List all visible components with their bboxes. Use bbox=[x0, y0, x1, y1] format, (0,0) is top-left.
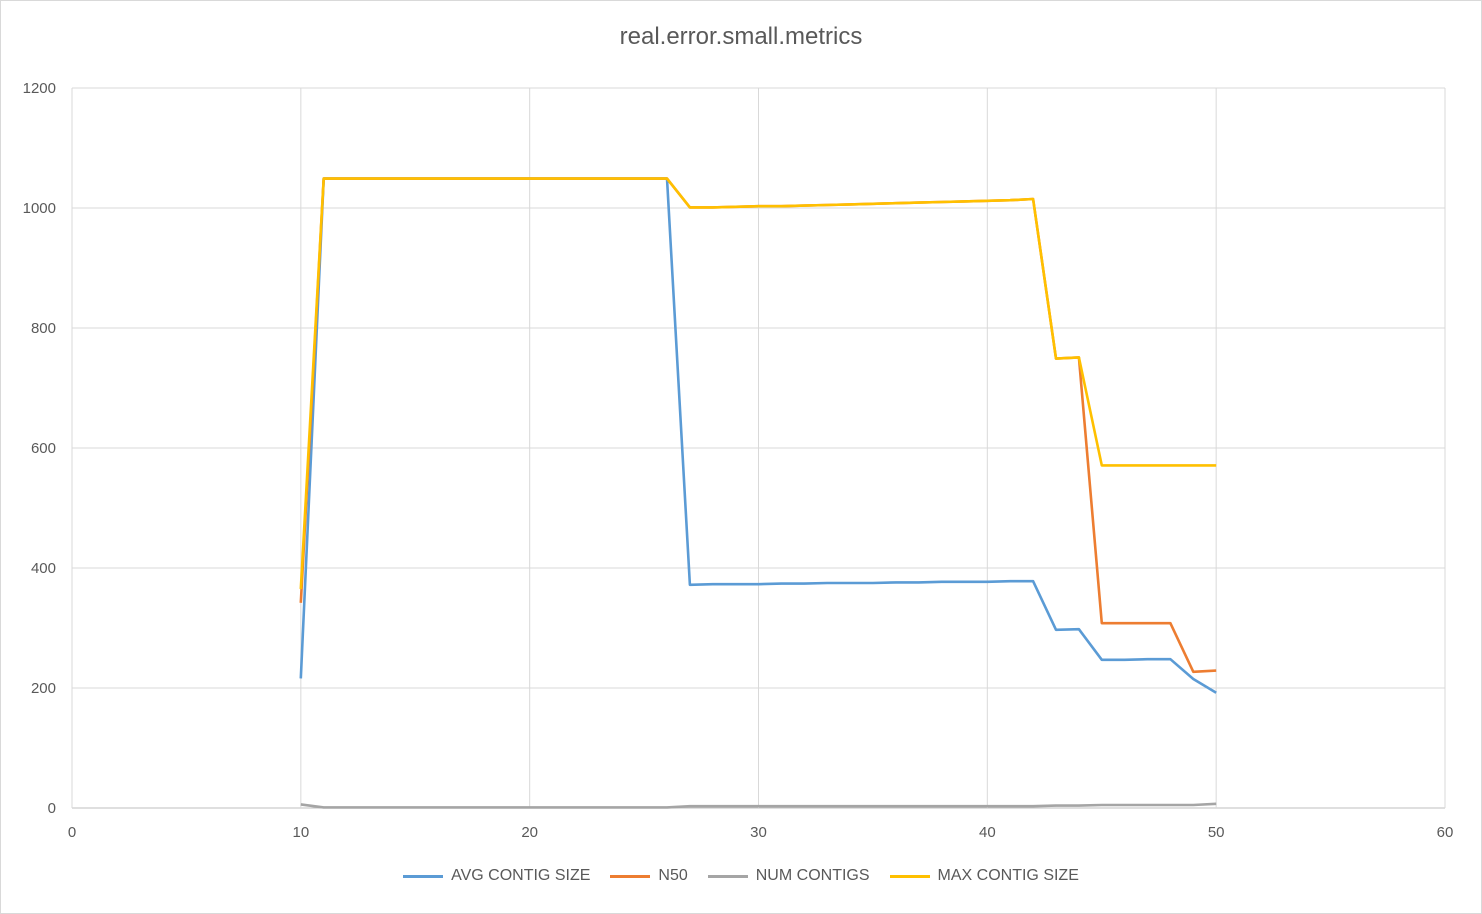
series-line-max-contig-size bbox=[299, 177, 1217, 590]
y-tick-label: 600 bbox=[31, 440, 56, 457]
gridlines bbox=[71, 87, 1446, 809]
x-tick-label: 30 bbox=[750, 824, 767, 841]
legend-swatch bbox=[403, 874, 444, 878]
x-tick-label: 0 bbox=[68, 824, 76, 841]
legend-item: AVG CONTIG SIZE bbox=[403, 867, 590, 885]
series-lines bbox=[299, 177, 1217, 809]
y-tick-label: 400 bbox=[31, 560, 56, 577]
y-tick-label: 1200 bbox=[23, 80, 56, 97]
series-line-num-contigs bbox=[300, 802, 1217, 809]
legend-item: MAX CONTIG SIZE bbox=[889, 867, 1079, 885]
y-tick-label: 0 bbox=[48, 800, 56, 817]
x-tick-label: 60 bbox=[1437, 824, 1454, 841]
legend-swatch bbox=[610, 874, 651, 878]
chart-title: real.error.small.metrics bbox=[619, 23, 863, 50]
legend-label: MAX CONTIG SIZE bbox=[937, 867, 1079, 884]
x-tick-label: 40 bbox=[979, 824, 996, 841]
legend-swatch bbox=[889, 874, 930, 878]
x-tick-label: 50 bbox=[1208, 824, 1225, 841]
legend-swatch bbox=[707, 874, 748, 878]
legend-label: AVG CONTIG SIZE bbox=[451, 867, 591, 884]
legend-item: NUM CONTIGS bbox=[707, 867, 870, 885]
legend: AVG CONTIG SIZE N50 NUM CONTIGS MAX CONTIG … bbox=[1, 867, 1481, 885]
axes: 0 200 400 600 800 1000 1200 0 10 20 30 40 50 60 bbox=[23, 80, 1454, 841]
x-tick-label: 20 bbox=[521, 824, 538, 841]
y-tick-label: 800 bbox=[31, 320, 56, 337]
x-tick-label: 10 bbox=[292, 824, 309, 841]
legend-item: N50 bbox=[610, 867, 688, 885]
legend-label: N50 bbox=[658, 867, 688, 884]
legend-label: NUM CONTIGS bbox=[755, 867, 870, 884]
y-tick-label: 1000 bbox=[23, 200, 56, 217]
y-tick-label: 200 bbox=[31, 680, 56, 697]
